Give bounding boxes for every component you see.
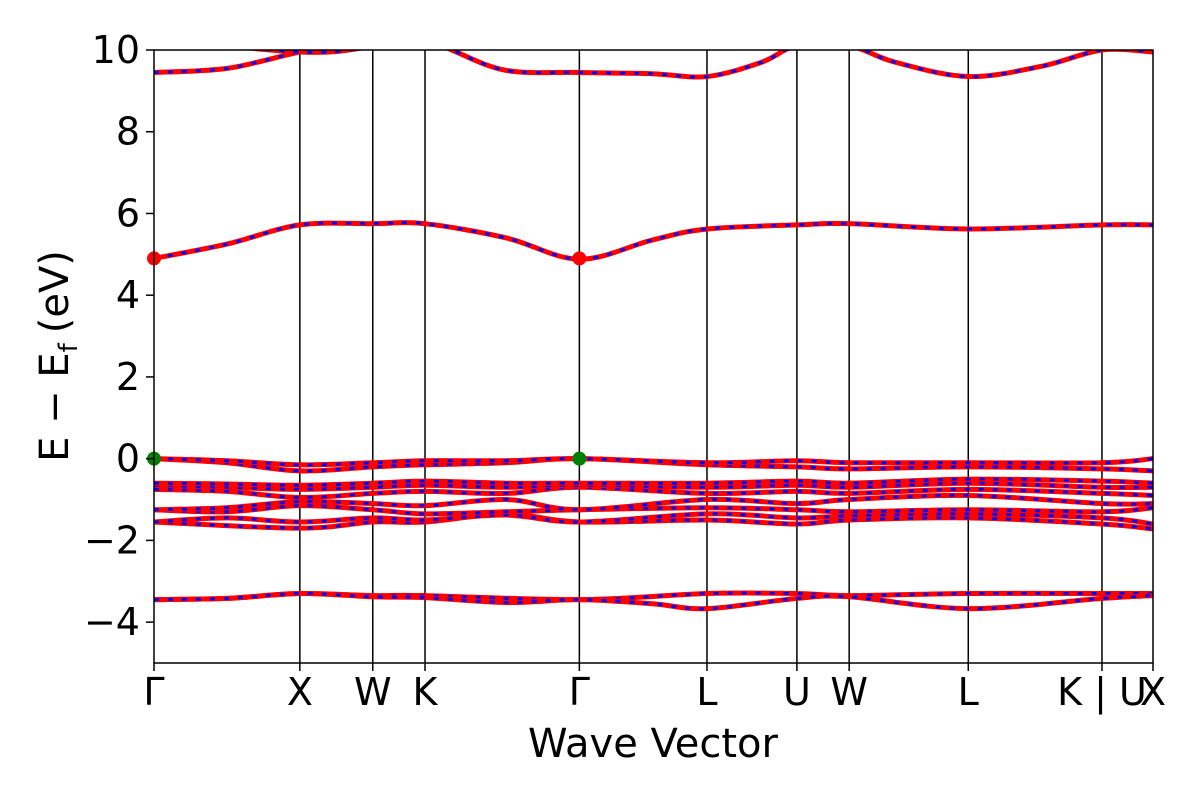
y-tick-label: −2 bbox=[84, 518, 140, 562]
x-tick-label: Γ bbox=[143, 670, 164, 714]
x-tick-label: X bbox=[1140, 670, 1166, 714]
y-tick-label: 2 bbox=[116, 355, 140, 399]
y-tick-label: 8 bbox=[116, 110, 140, 154]
band-spin-down bbox=[154, 493, 1153, 512]
band-edge-markers bbox=[147, 251, 587, 466]
band-spin-down bbox=[154, 592, 1153, 611]
band-spin-up bbox=[243, 50, 365, 55]
y-axis-label-unit: (eV) bbox=[32, 250, 78, 333]
band-spin-down bbox=[154, 221, 1153, 261]
x-tick-label: Γ bbox=[569, 670, 590, 714]
band-spin-down bbox=[154, 477, 1153, 487]
x-tick-label: L bbox=[696, 670, 717, 714]
cbm-marker bbox=[572, 251, 587, 266]
plot-frame bbox=[153, 49, 1154, 664]
band-spin-down bbox=[253, 50, 359, 54]
band-spin-down bbox=[154, 512, 1153, 531]
y-axis-label-main: E − E bbox=[32, 352, 78, 462]
x-tick-label: L bbox=[958, 670, 979, 714]
high-symmetry-lines bbox=[299, 50, 1103, 663]
y-tick-label: 6 bbox=[116, 191, 140, 235]
band-spin-up bbox=[154, 50, 1153, 80]
y-tick-label: 10 bbox=[92, 28, 140, 72]
bands bbox=[154, 50, 1153, 612]
vbm-marker bbox=[572, 451, 587, 466]
band-spin-down bbox=[154, 591, 1153, 602]
x-tick-label: K bbox=[413, 670, 439, 714]
y-axis-label: E − Ef (eV) bbox=[32, 250, 84, 462]
band-spin-down bbox=[154, 512, 1153, 526]
y-axis-ticks: −4 −2 0 2 4 6 8 10 bbox=[84, 28, 154, 644]
band-spin-up bbox=[154, 503, 1153, 517]
y-tick-label: 4 bbox=[116, 273, 140, 317]
band-spin-down bbox=[154, 457, 1153, 467]
x-axis-label: Wave Vector bbox=[528, 721, 779, 767]
band-spin-up bbox=[154, 220, 1153, 262]
x-tick-label: W bbox=[354, 670, 392, 714]
y-tick-label: 0 bbox=[116, 437, 140, 481]
x-tick-label: X bbox=[287, 670, 313, 714]
y-tick-label: −4 bbox=[84, 600, 140, 644]
y-axis-label-subscript: f bbox=[54, 342, 84, 352]
x-tick-label: K | U bbox=[1057, 670, 1147, 715]
band-spin-down bbox=[154, 50, 1153, 79]
x-tick-label: W bbox=[830, 670, 868, 714]
x-tick-label: U bbox=[783, 670, 811, 714]
